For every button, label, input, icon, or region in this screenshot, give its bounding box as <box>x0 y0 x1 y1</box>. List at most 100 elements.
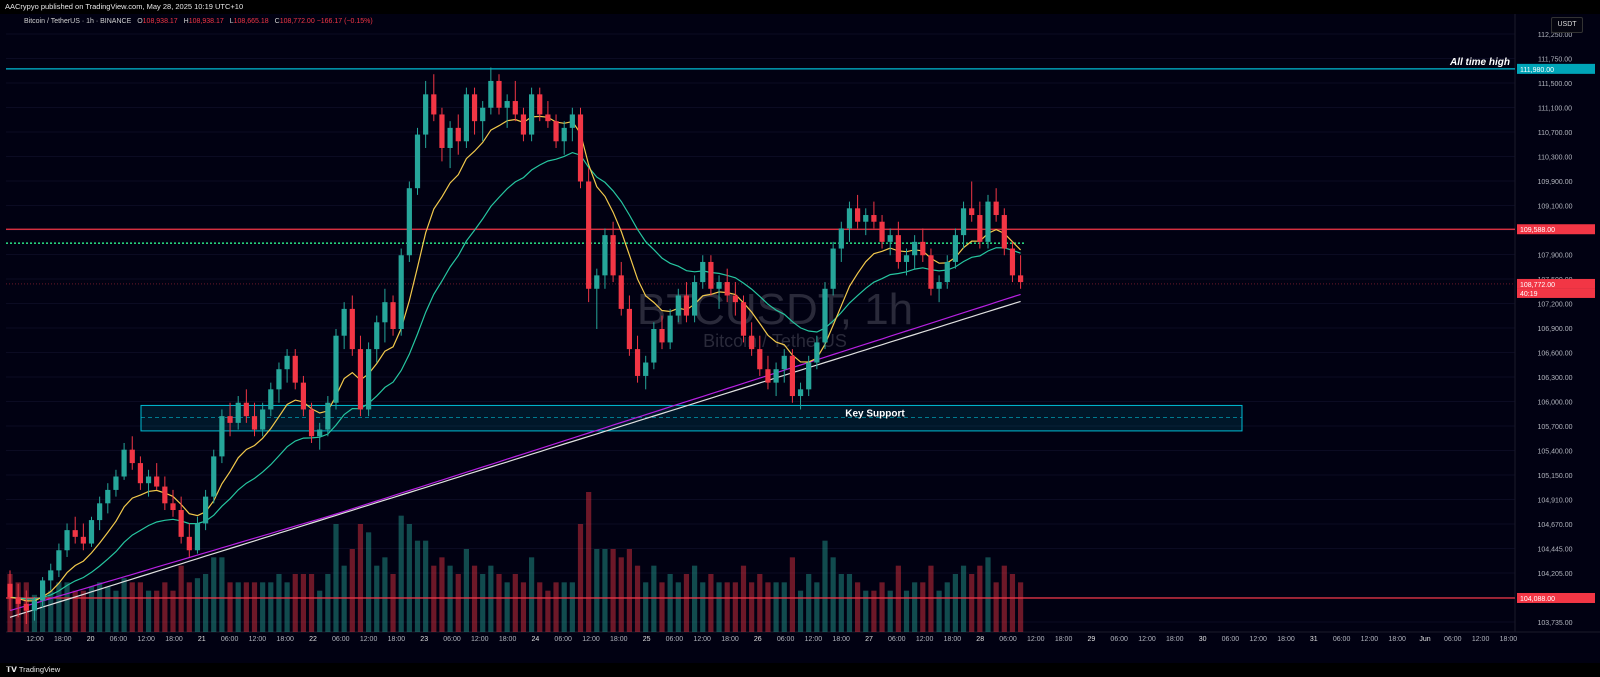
volume-bar <box>276 574 282 632</box>
candle <box>325 396 331 437</box>
time-tick-label: 29 <box>1088 636 1096 643</box>
candle <box>317 422 323 450</box>
resistance-price-badge-bg <box>1517 224 1595 235</box>
candle <box>569 107 575 142</box>
close-key: C <box>274 18 280 25</box>
volume-bar <box>64 582 70 632</box>
price-tick-label: 106,000.00 <box>1537 400 1572 407</box>
candle-body <box>357 349 364 410</box>
candle-body <box>789 355 795 397</box>
price-tick-label: 105,700.00 <box>1537 424 1572 431</box>
volume-bar <box>716 582 722 632</box>
volume-bar <box>300 574 306 632</box>
volume-bar <box>683 574 690 632</box>
candle <box>129 436 135 470</box>
price-tick-label: 106,900.00 <box>1537 326 1572 333</box>
volume-bar <box>912 582 918 632</box>
candle <box>227 402 233 437</box>
candle-body <box>480 107 486 122</box>
volume-bar <box>80 590 86 632</box>
candle-body <box>56 550 62 571</box>
candle <box>455 114 461 155</box>
candle-body <box>1009 248 1016 276</box>
volume-bar <box>382 557 388 632</box>
current-price-badge-extra-bg <box>1517 288 1595 298</box>
candle <box>292 349 298 390</box>
candle-body <box>7 583 13 598</box>
candle-body <box>985 201 991 242</box>
time-tick-label: 18:00 <box>165 636 183 643</box>
candle <box>72 516 78 544</box>
symbol-label: Bitcoin / TetherUS · 1h · BINANCE <box>24 18 132 25</box>
candle <box>920 228 926 262</box>
candle-body <box>145 476 152 484</box>
candle <box>145 469 152 497</box>
price-tick-label: 104,910.00 <box>1537 498 1572 505</box>
volume-bar <box>732 582 738 632</box>
candle <box>944 255 950 289</box>
candle-body <box>48 570 54 581</box>
candle-body <box>154 476 160 487</box>
candle <box>504 94 510 128</box>
volume-bar <box>260 582 266 632</box>
candle-body <box>569 114 575 128</box>
volume-bar <box>235 582 241 632</box>
time-tick-label: 18:00 <box>832 636 850 643</box>
candle <box>797 382 804 410</box>
candle-body <box>675 295 681 316</box>
volume-bar <box>414 540 421 632</box>
volume-bar <box>561 582 567 632</box>
time-tick-label: 06:00 <box>221 636 239 643</box>
candle <box>887 228 893 256</box>
volume-bar <box>325 574 331 632</box>
volume-bar <box>602 549 608 632</box>
volume-bar <box>1001 565 1007 632</box>
candle-body <box>806 362 812 390</box>
candle-body <box>406 188 412 256</box>
tradingview-logo-icon[interactable]: 𝗧𝗩 <box>6 665 17 674</box>
candle-body <box>1018 275 1024 283</box>
candle <box>716 275 722 309</box>
candle <box>186 523 192 557</box>
candle-body <box>634 349 641 376</box>
candle <box>431 74 437 122</box>
time-tick-label: 18:00 <box>388 636 406 643</box>
volume-bar <box>349 549 355 632</box>
currency-button[interactable]: USDT <box>1551 17 1583 33</box>
volume-bar <box>895 565 901 632</box>
time-tick-label: 06:00 <box>554 636 572 643</box>
candle <box>113 469 119 497</box>
candle-body <box>512 101 518 115</box>
candle <box>40 577 46 608</box>
candle <box>463 87 469 148</box>
time-tick-label: 20 <box>87 636 95 643</box>
time-tick-label: 26 <box>754 636 762 643</box>
candle-body <box>863 215 869 222</box>
candle <box>553 114 559 148</box>
candle <box>846 201 853 242</box>
ma-slow-line <box>9 300 1021 618</box>
candle <box>765 355 771 390</box>
candle-body <box>398 255 404 329</box>
candle <box>276 362 282 403</box>
candle-body <box>333 335 339 403</box>
time-tick-label: 18:00 <box>1388 636 1406 643</box>
volume-bar <box>520 582 527 632</box>
candle <box>545 101 551 128</box>
candle <box>700 255 706 289</box>
candle-body <box>447 127 453 148</box>
volume-bar <box>863 590 869 632</box>
candle-body <box>773 369 779 383</box>
volume-bar <box>56 582 62 632</box>
volume-bar <box>1009 574 1016 632</box>
candle-body <box>121 449 127 477</box>
brand-label[interactable]: TradingView <box>18 665 61 674</box>
ohlc-legend: Bitcoin / TetherUS · 1h · BINANCE O108,9… <box>24 18 373 25</box>
candle <box>659 315 665 350</box>
price-tick-label: 111,750.00 <box>1538 57 1572 64</box>
candle-body <box>626 308 632 350</box>
time-tick-label: 12:00 <box>26 636 44 643</box>
candle <box>520 107 527 142</box>
candle-body <box>349 308 355 350</box>
